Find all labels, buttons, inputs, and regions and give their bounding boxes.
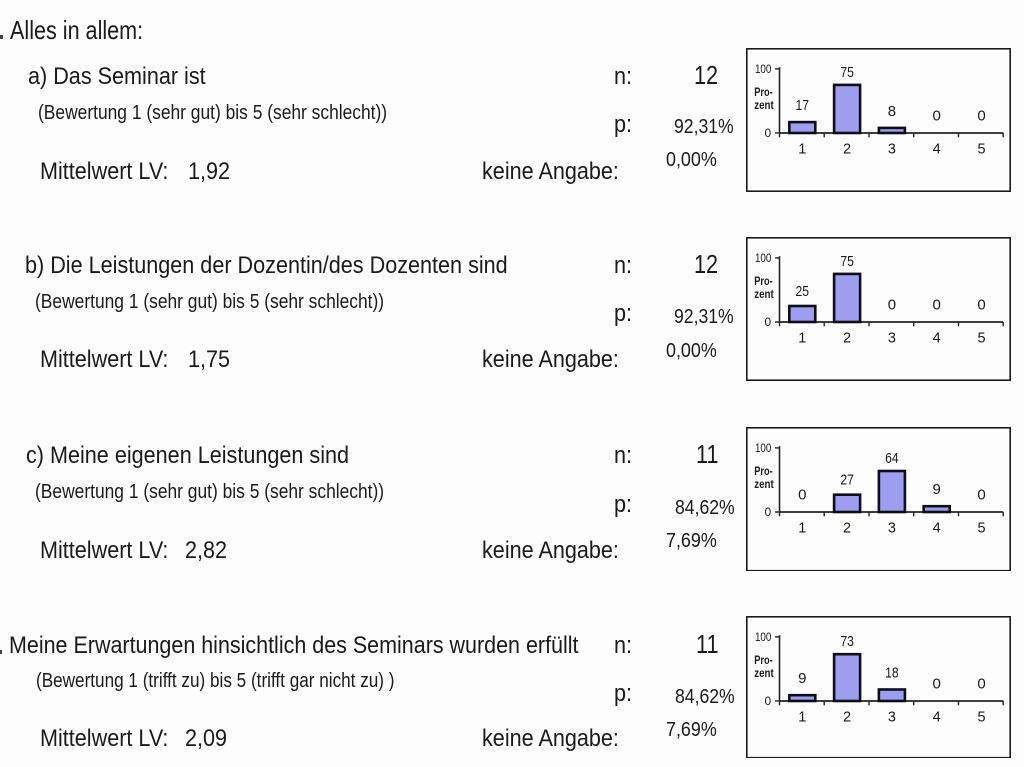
svg-text:Pro-: Pro- <box>754 464 773 478</box>
svg-text:2: 2 <box>843 520 851 536</box>
svg-text:0: 0 <box>932 108 940 125</box>
svg-text:2: 2 <box>843 142 851 158</box>
svg-text:zent: zent <box>754 287 774 301</box>
svg-text:9: 9 <box>932 481 940 498</box>
svg-text:4: 4 <box>932 520 940 536</box>
svg-text:2: 2 <box>843 709 851 725</box>
svg-text:27: 27 <box>840 471 854 488</box>
svg-text:5: 5 <box>977 142 985 158</box>
svg-text:Pro-: Pro- <box>754 85 773 99</box>
svg-text:3: 3 <box>887 142 895 158</box>
svg-text:1: 1 <box>798 520 806 536</box>
svg-text:zent: zent <box>754 98 774 112</box>
svg-text:3: 3 <box>887 520 895 536</box>
svg-text:0: 0 <box>977 675 985 692</box>
svg-text:25: 25 <box>795 283 809 300</box>
svg-text:4: 4 <box>932 709 940 725</box>
svg-text:3: 3 <box>887 709 895 725</box>
svg-text:0: 0 <box>764 126 771 140</box>
svg-text:Pro-: Pro- <box>754 653 773 667</box>
svg-text:4: 4 <box>932 142 940 158</box>
svg-text:zent: zent <box>754 666 774 680</box>
svg-text:17: 17 <box>795 97 809 114</box>
svg-text:9: 9 <box>798 670 806 687</box>
svg-text:0: 0 <box>798 486 806 503</box>
svg-text:0: 0 <box>932 297 940 314</box>
svg-text:0: 0 <box>977 108 985 125</box>
svg-text:1: 1 <box>798 142 806 158</box>
svg-text:100: 100 <box>754 629 771 643</box>
svg-text:Pro-: Pro- <box>754 274 773 288</box>
svg-text:1: 1 <box>798 709 806 725</box>
svg-text:75: 75 <box>840 64 854 81</box>
svg-text:0: 0 <box>887 297 895 314</box>
svg-text:4: 4 <box>932 331 940 347</box>
svg-text:64: 64 <box>885 450 899 467</box>
svg-text:0: 0 <box>977 297 985 314</box>
svg-text:8: 8 <box>887 103 895 120</box>
svg-text:0: 0 <box>764 315 771 329</box>
svg-text:1: 1 <box>798 331 806 347</box>
svg-text:2: 2 <box>843 331 851 347</box>
svg-text:0: 0 <box>932 675 940 692</box>
svg-text:18: 18 <box>885 664 899 681</box>
svg-text:0: 0 <box>764 693 771 707</box>
svg-text:zent: zent <box>754 477 774 491</box>
svg-text:0: 0 <box>977 486 985 503</box>
svg-text:100: 100 <box>754 440 771 454</box>
svg-text:5: 5 <box>977 331 985 347</box>
svg-text:73: 73 <box>840 633 854 650</box>
svg-text:75: 75 <box>840 253 854 270</box>
svg-text:100: 100 <box>754 62 771 76</box>
svg-text:5: 5 <box>977 520 985 536</box>
svg-text:0: 0 <box>764 504 771 518</box>
svg-text:5: 5 <box>977 709 985 725</box>
svg-text:100: 100 <box>754 251 771 265</box>
svg-text:3: 3 <box>887 331 895 347</box>
